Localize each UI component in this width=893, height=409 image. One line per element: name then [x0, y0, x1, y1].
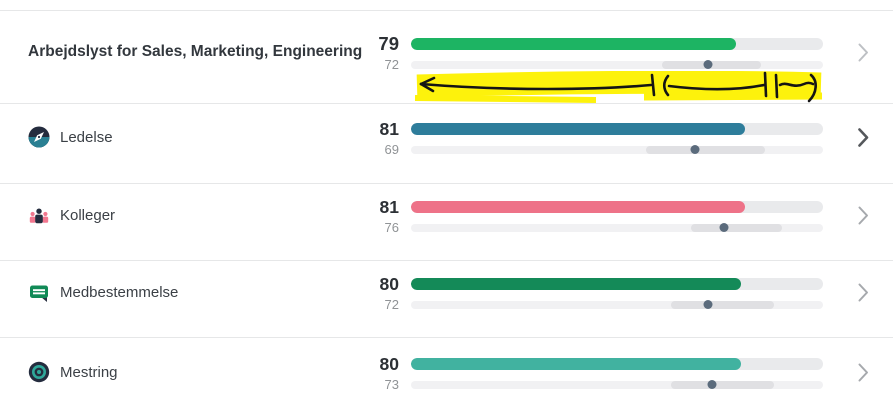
score-value: 81 [379, 197, 399, 217]
benchmark-value: 73 [384, 376, 399, 392]
benchmark-bar-track [411, 223, 823, 232]
chevron-right-icon[interactable] [823, 363, 875, 382]
benchmark-bar-track [411, 300, 823, 309]
benchmark-dot [703, 300, 713, 309]
score-value: 80 [379, 353, 399, 374]
row-metrics: 79 72 [359, 32, 823, 103]
row-metrics: 81 76 [359, 195, 823, 236]
team-icon [29, 208, 49, 223]
row-metrics: 81 69 [359, 117, 823, 158]
score-numbers: 81 76 [359, 195, 399, 236]
score-value: 79 [378, 32, 399, 54]
benchmark-bar-track [411, 379, 823, 389]
benchmark-bar-track [411, 59, 823, 69]
score-bar-track [411, 37, 823, 50]
row-label-area: Kolleger [28, 205, 359, 227]
speech-bubble-icon [30, 285, 48, 302]
benchmark-range-band [645, 145, 766, 154]
category-label: Kolleger [60, 207, 116, 224]
chevron-right-icon[interactable] [823, 43, 875, 62]
score-bar-fill [411, 357, 741, 370]
benchmark-range-band [670, 380, 774, 389]
score-bar-fill [411, 278, 741, 290]
row-label-area: Arbejdslyst for Sales, Marketing, Engine… [28, 43, 363, 61]
bars-group [411, 272, 823, 309]
benchmark-range-band [691, 224, 782, 232]
row-metrics: 80 73 [359, 352, 823, 393]
score-row-medbestemmelse[interactable]: Medbestemmelse 80 72 [0, 260, 893, 337]
score-numbers: 80 73 [359, 352, 399, 393]
bars-group [411, 32, 823, 103]
score-bar-fill [411, 37, 737, 50]
score-numbers: 80 72 [359, 272, 399, 313]
score-value: 80 [379, 274, 399, 294]
score-row-arbejdslyst[interactable]: Arbejdslyst for Sales, Marketing, Engine… [0, 10, 893, 103]
bars-group [411, 195, 823, 232]
category-label: Mestring [60, 363, 118, 381]
score-bar-fill [411, 122, 745, 135]
chevron-right-icon[interactable] [823, 127, 875, 147]
row-metrics: 80 72 [359, 272, 823, 313]
benchmark-bar-track [411, 144, 823, 154]
benchmark-range-band [670, 301, 774, 309]
chevron-right-icon[interactable] [823, 283, 875, 302]
row-title: Arbejdslyst for Sales, Marketing, Engine… [28, 43, 363, 60]
benchmark-value: 69 [384, 141, 399, 157]
bars-group [411, 117, 823, 154]
benchmark-dot [719, 223, 729, 232]
score-numbers: 79 72 [359, 32, 399, 73]
highlighter-annotation [414, 70, 823, 103]
chevron-right-icon[interactable] [823, 206, 875, 225]
compass-icon [28, 126, 50, 148]
benchmark-value: 72 [384, 56, 399, 72]
score-numbers: 81 69 [359, 117, 399, 158]
category-label: Medbestemmelse [60, 284, 179, 301]
benchmark-value: 72 [384, 297, 399, 312]
benchmark-dot [703, 59, 713, 69]
bars-group [411, 352, 823, 389]
benchmark-dot [707, 379, 717, 389]
benchmark-dot [690, 144, 700, 154]
score-bar-fill [411, 201, 745, 213]
row-label-area: Ledelse [28, 126, 359, 148]
row-label-area: Mestring [28, 361, 359, 383]
benchmark-value: 76 [384, 220, 399, 235]
score-bar-track [411, 201, 823, 213]
score-row-ledelse[interactable]: Ledelse 81 69 [0, 103, 893, 183]
row-label-area: Medbestemmelse [28, 282, 359, 304]
score-row-kolleger[interactable]: Kolleger 81 76 [0, 183, 893, 260]
score-row-mestring[interactable]: Mestring 80 73 [0, 337, 893, 409]
score-bar-track [411, 357, 823, 370]
bullseye-icon [28, 361, 50, 383]
score-bar-track [411, 278, 823, 290]
category-label: Ledelse [60, 128, 113, 146]
score-value: 81 [379, 118, 399, 139]
score-bar-track [411, 122, 823, 135]
